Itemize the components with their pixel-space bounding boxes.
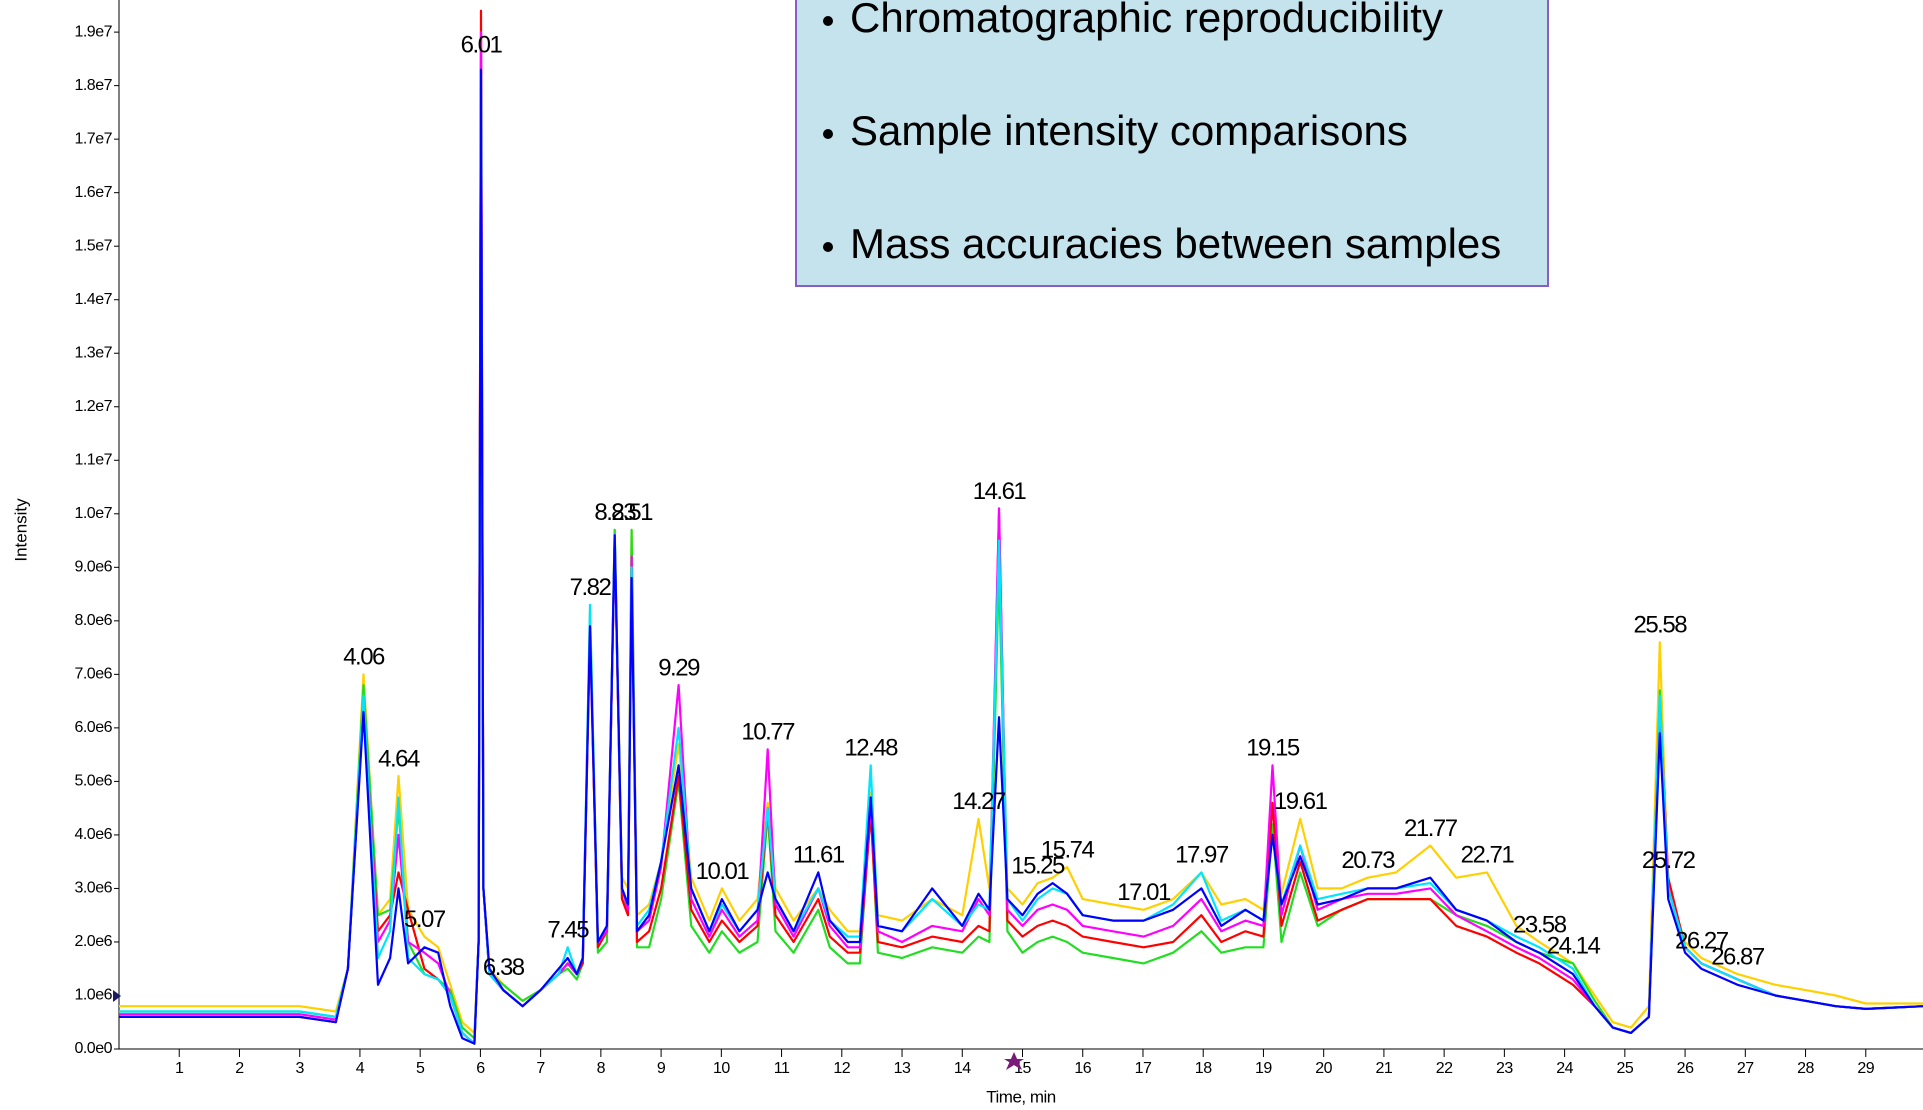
text-box-item: Sample intensity comparisons	[850, 107, 1408, 154]
y-tick-label: 5.0e6	[74, 773, 112, 790]
x-tick-label: 29	[1857, 1060, 1874, 1077]
peak-label: 23.58	[1513, 911, 1567, 938]
peak-label: 25.72	[1642, 847, 1696, 874]
peak-label: 4.64	[378, 745, 420, 772]
y-tick-label: 0.0e0	[74, 1040, 112, 1057]
axis-marker	[113, 990, 121, 1002]
peak-label: 19.15	[1246, 735, 1300, 762]
peak-label: 15.74	[1041, 836, 1095, 863]
peak-label: 17.01	[1117, 879, 1171, 906]
bullet	[823, 242, 833, 252]
x-tick-label: 17	[1135, 1060, 1152, 1077]
x-axis-label: Time, min	[986, 1087, 1056, 1106]
x-tick-label: 6	[476, 1060, 485, 1077]
y-tick-label: 1.0e7	[74, 505, 112, 522]
x-tick-label: 27	[1737, 1060, 1754, 1077]
peak-label: 5.07	[404, 906, 446, 933]
x-tick-label: 10	[713, 1060, 730, 1077]
text-box-item: Mass accuracies between samples	[850, 220, 1501, 267]
text-box-item: Chromatographic reproducibility	[850, 0, 1443, 41]
peak-label: 24.14	[1547, 933, 1601, 960]
y-tick-label: 1.8e7	[74, 77, 112, 94]
trace	[119, 68, 1923, 1045]
y-tick-label: 1.7e7	[74, 130, 112, 147]
peak-label: 4.06	[343, 644, 385, 671]
y-tick-label: 3.0e6	[74, 880, 112, 897]
x-tick-label: 21	[1376, 1060, 1393, 1077]
x-tick-label: 11	[774, 1060, 790, 1077]
y-tick-label: 6.0e6	[74, 719, 112, 736]
x-tick-label: 5	[416, 1060, 425, 1077]
peak-label: 12.48	[844, 735, 898, 762]
peak-label: 10.77	[741, 719, 795, 746]
peak-label: 14.27	[952, 788, 1006, 815]
x-tick-label: 3	[295, 1060, 304, 1077]
x-tick-label: 16	[1074, 1060, 1091, 1077]
y-tick-label: 1.5e7	[74, 237, 112, 254]
x-tick-label: 4	[356, 1060, 365, 1077]
peak-label: 14.61	[973, 478, 1027, 505]
peak-label: 8.51	[611, 499, 653, 526]
peak-label: 8.23	[594, 499, 636, 526]
peak-label: 10.01	[696, 858, 750, 885]
x-tick-label: 20	[1315, 1060, 1332, 1077]
y-tick-label: 1.3e7	[74, 344, 112, 361]
bullet	[823, 129, 833, 139]
plot-area: 0.0e0 1.0e6 2.0e6 3.0e6 4.0e6 5.0e6 6.0e6 7.0e6…	[74, 0, 1923, 1077]
x-tick-label: 14	[954, 1060, 971, 1077]
x-tick-label: 8	[597, 1060, 606, 1077]
y-tick-label: 2.0e6	[74, 933, 112, 950]
x-tick-label: 26	[1677, 1060, 1694, 1077]
marker	[1004, 1052, 1024, 1070]
peak-label: 6.01	[461, 31, 503, 58]
x-tick-label: 1	[175, 1060, 184, 1077]
y-tick-label: 9.0e6	[74, 559, 112, 576]
y-tick-label: 1.1e7	[74, 451, 112, 468]
x-tick-label: 28	[1797, 1060, 1814, 1077]
peak-label: 17.97	[1175, 842, 1229, 869]
peak-label: 11.61	[793, 842, 845, 869]
x-tick-label: 18	[1195, 1060, 1212, 1077]
y-tick-label: 8.0e6	[74, 612, 112, 629]
y-axis-label: Intensity	[11, 498, 30, 562]
y-tick-label: 7.0e6	[74, 666, 112, 683]
text-box-items: Chromatographic reproducibility Sample in…	[823, 0, 1501, 267]
x-tick-label: 25	[1616, 1060, 1633, 1077]
y-tick-label: 1.0e6	[74, 987, 112, 1004]
y-tick-label: 1.2e7	[74, 398, 112, 415]
x-tick-label: 12	[833, 1060, 850, 1077]
bullet	[823, 16, 833, 26]
peak-label: 20.73	[1341, 847, 1395, 874]
x-tick-label: 24	[1556, 1060, 1573, 1077]
x-tick-label: 19	[1255, 1060, 1272, 1077]
peak-label: 7.82	[570, 574, 612, 601]
peak-label: 26.27	[1675, 927, 1729, 954]
text-box	[795, 0, 1549, 287]
y-tick-label: 1.9e7	[74, 23, 112, 40]
peak-label: 22.71	[1461, 842, 1515, 869]
x-tick-label: 9	[657, 1060, 666, 1077]
peak-label: 15.25	[1011, 852, 1065, 879]
peak-label: 19.61	[1274, 788, 1328, 815]
peak-label: 21.77	[1404, 815, 1458, 842]
peak-label: 6.38	[483, 954, 525, 981]
x-tick-label: 23	[1496, 1060, 1513, 1077]
x-tick-label: 22	[1436, 1060, 1453, 1077]
x-tick-label: 2	[235, 1060, 244, 1077]
x-tick-label: 7	[536, 1060, 545, 1077]
x-tick-label: 13	[894, 1060, 911, 1077]
y-tick-label: 4.0e6	[74, 826, 112, 843]
y-tick-label: 1.6e7	[74, 184, 112, 201]
peak-label: 7.45	[547, 917, 589, 944]
peak-label: 26.87	[1711, 943, 1765, 970]
peak-label: 9.29	[658, 654, 700, 681]
y-tick-label: 1.4e7	[74, 291, 112, 308]
peak-label: 25.58	[1633, 612, 1687, 639]
